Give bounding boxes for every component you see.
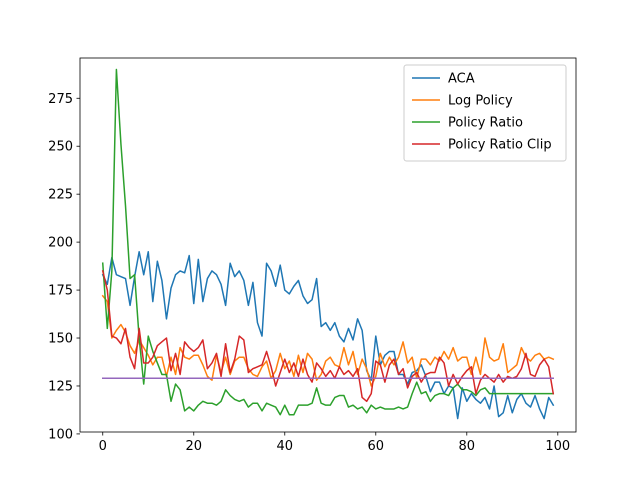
- series-group: [101, 68, 555, 420]
- y-tick-label: 200: [48, 236, 73, 251]
- legend-label-aca: ACA: [448, 72, 475, 87]
- legend: ACA Log Policy Policy Ratio Policy Ratio Cl…: [403, 64, 567, 162]
- y-tick-label: 100: [48, 427, 73, 442]
- legend-box: [403, 64, 567, 162]
- axes-frame: [79, 57, 577, 433]
- x-tick-label: 60: [368, 439, 385, 454]
- x-tick-label: 0: [99, 439, 107, 454]
- y-tick-label: 225: [48, 188, 73, 203]
- axes: 0 20 40 60 80 100 100 125 150 175 200 225 250 275: [48, 57, 577, 454]
- y-tick-label: 175: [48, 284, 73, 299]
- y-tick-label: 250: [48, 140, 73, 155]
- x-tick-label: 20: [185, 439, 202, 454]
- y-tick-label: 150: [48, 332, 73, 347]
- legend-label-log-policy: Log Policy: [448, 94, 513, 109]
- series-line-policy-ratio: [101, 68, 554, 416]
- legend-label-policy-ratio-clip: Policy Ratio Clip: [448, 138, 552, 153]
- series-line-policy-ratio-clip: [101, 269, 555, 403]
- y-tick-label: 275: [48, 92, 73, 107]
- x-tick-label: 80: [459, 439, 476, 454]
- x-tick-label: 100: [545, 439, 570, 454]
- x-tick-label: 40: [276, 439, 293, 454]
- legend-label-policy-ratio: Policy Ratio: [448, 116, 523, 131]
- y-tick-label: 125: [48, 379, 73, 394]
- series-line-aca: [101, 250, 555, 420]
- plot-area: [101, 68, 555, 420]
